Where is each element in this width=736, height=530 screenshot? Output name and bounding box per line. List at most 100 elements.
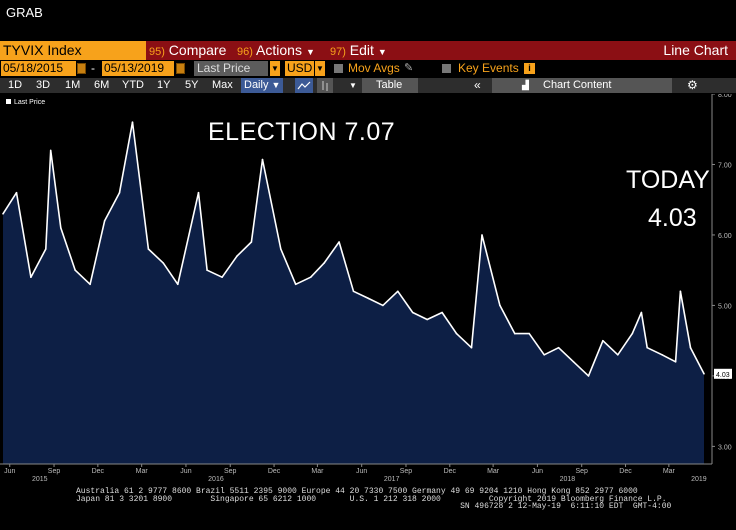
start-date-field[interactable]: 05/18/2015	[1, 61, 76, 76]
data-point	[455, 332, 458, 335]
data-point	[514, 332, 516, 335]
data-point	[49, 149, 52, 152]
data-point	[2, 213, 4, 215]
x-year-label: 2018	[560, 476, 576, 483]
x-tick-label: Jun	[4, 468, 15, 475]
period-1y[interactable]: 1Y	[157, 79, 171, 91]
data-point	[689, 346, 692, 349]
window-title: GRAB	[6, 5, 43, 20]
pencil-icon[interactable]: ✎	[404, 62, 414, 74]
data-point	[382, 304, 384, 307]
y-tick-label: 7.00	[718, 162, 732, 169]
line-chart-icon[interactable]	[295, 78, 313, 93]
mov-avgs-label[interactable]: Mov Avgs	[348, 61, 400, 75]
data-point	[640, 311, 643, 314]
footer-contacts-line: Japan 81 3 3201 8900 Singapore 65 6212 1…	[76, 495, 667, 504]
calendar-icon[interactable]	[176, 63, 185, 74]
x-tick-label: Dec	[268, 468, 281, 475]
data-point	[441, 311, 443, 314]
chart-content-button[interactable]: ▟ Chart Content	[492, 78, 672, 93]
mov-avgs-checkbox[interactable]	[334, 64, 343, 73]
period-1d[interactable]: 1D	[8, 79, 23, 91]
chart-content-icon: ▟	[522, 80, 529, 90]
data-point	[60, 227, 62, 229]
data-point	[206, 269, 208, 271]
date-separator: -	[91, 61, 95, 75]
data-point	[147, 248, 150, 250]
x-year-label: 2016	[208, 476, 224, 483]
chart-content-label: Chart Content	[543, 79, 612, 91]
table-button[interactable]: Table	[362, 78, 418, 93]
collapse-icon[interactable]: «	[474, 78, 481, 92]
data-point	[162, 262, 165, 264]
calendar-icon[interactable]	[77, 63, 86, 74]
info-icon[interactable]: i	[524, 63, 535, 74]
frequency-select[interactable]: Daily ▼	[241, 78, 284, 93]
gear-icon[interactable]: ⚙	[687, 78, 698, 92]
legend-swatch	[6, 99, 11, 104]
data-point	[131, 121, 134, 123]
chevron-down-icon[interactable]: ▼	[315, 61, 325, 76]
data-point	[338, 241, 340, 243]
x-tick-label: Dec	[619, 468, 632, 475]
ticker-field[interactable]: TYVIX Index	[0, 41, 146, 60]
y-tick-label: 6.00	[718, 233, 732, 240]
bar-chart-icon[interactable]	[317, 78, 333, 93]
chevron-down-icon[interactable]: ▼	[349, 81, 357, 90]
x-tick-label: Mar	[136, 468, 149, 475]
x-tick-label: Sep	[224, 468, 237, 475]
actions-button[interactable]: 96) Actions ▼	[237, 42, 315, 58]
currency-select[interactable]: USD	[285, 61, 314, 76]
price-field-select[interactable]: Last Price	[194, 61, 268, 76]
data-point	[426, 318, 429, 321]
election-annotation: ELECTION 7.07	[208, 118, 396, 146]
data-point	[617, 354, 619, 356]
x-tick-label: Mar	[663, 468, 676, 475]
y-tick-label: 5.00	[718, 303, 732, 310]
data-point	[703, 373, 705, 375]
chevron-down-icon: ▼	[305, 47, 315, 57]
x-year-label: 2019	[691, 476, 707, 483]
period-5y[interactable]: 5Y	[185, 79, 199, 91]
data-point	[30, 276, 32, 278]
chart-type-label[interactable]: Line Chart	[663, 42, 728, 58]
chevron-down-icon[interactable]: ▼	[270, 61, 280, 76]
data-point	[602, 339, 604, 342]
period-3d[interactable]: 3D	[36, 79, 51, 91]
today-annotation-value: 4.03	[648, 204, 697, 232]
compare-button[interactable]: 95) Compare	[149, 42, 227, 58]
price-chart[interactable]: 3.004.005.006.007.008.004.03Jun2015SepDe…	[0, 94, 736, 484]
period-1m[interactable]: 1M	[65, 79, 81, 91]
end-date-field[interactable]: 05/13/2019	[102, 61, 174, 76]
edit-button[interactable]: 97) Edit ▼	[330, 42, 387, 58]
data-point	[411, 311, 414, 314]
x-year-label: 2017	[384, 476, 400, 483]
data-point	[250, 241, 253, 243]
key-events-checkbox[interactable]	[442, 64, 451, 73]
date-range-bar: 05/18/2015 - 05/13/2019 Last Price ▼ USD…	[0, 61, 736, 77]
x-tick-label: Sep	[400, 468, 413, 475]
period-ytd[interactable]: YTD	[122, 79, 144, 91]
y-tick-label: 3.00	[718, 444, 732, 451]
table-label: Table	[376, 79, 403, 91]
x-tick-label: Mar	[311, 468, 324, 475]
data-point	[221, 276, 223, 278]
data-point	[309, 276, 312, 278]
series-line	[2, 121, 705, 377]
footer-timestamp-line: SN 496728 2 12-May-19 6:11:10 EDT GMT-4:…	[76, 502, 672, 511]
data-point	[177, 283, 179, 286]
x-tick-label: Sep	[48, 468, 61, 475]
x-tick-label: Mar	[487, 468, 500, 475]
data-point	[528, 332, 530, 335]
chart-legend: Last Price	[6, 99, 45, 106]
period-6m[interactable]: 6M	[94, 79, 110, 91]
data-point	[236, 255, 238, 257]
key-events-label[interactable]: Key Events	[458, 61, 519, 75]
data-point	[679, 290, 682, 293]
period-max[interactable]: Max	[212, 79, 233, 91]
data-point	[543, 354, 545, 356]
data-point	[74, 269, 76, 271]
data-point	[15, 191, 18, 194]
data-point	[631, 332, 634, 335]
data-point	[45, 248, 47, 250]
